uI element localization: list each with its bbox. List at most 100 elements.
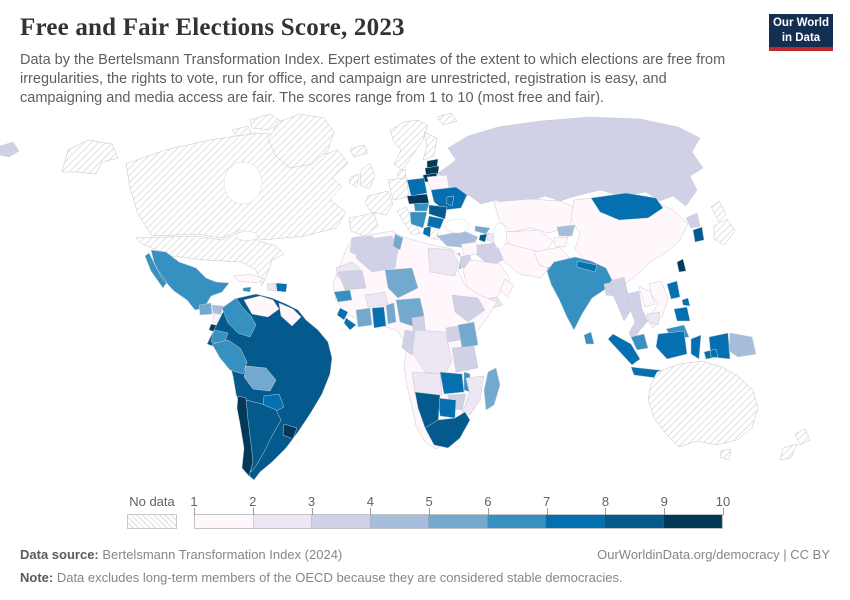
country-greenland[interactable] xyxy=(267,113,335,169)
legend-segment-6-7[interactable] xyxy=(487,515,547,528)
country-dominican-republic[interactable] xyxy=(275,282,288,293)
country-tajikistan[interactable] xyxy=(553,236,569,248)
country-italy[interactable] xyxy=(396,206,421,236)
country-laos[interactable] xyxy=(638,286,656,308)
country-hungary[interactable] xyxy=(413,202,430,212)
country-north-korea[interactable] xyxy=(685,212,701,229)
country-botswana[interactable] xyxy=(437,397,457,419)
country-algeria[interactable] xyxy=(355,235,399,273)
country-nepal[interactable] xyxy=(576,260,598,273)
country-georgia[interactable] xyxy=(474,225,491,235)
legend-segment-1-2[interactable] xyxy=(195,515,254,528)
country-ethiopia[interactable] xyxy=(451,294,486,323)
country-zambia[interactable] xyxy=(439,371,465,395)
country-china[interactable] xyxy=(570,194,689,286)
country-papua-new-guinea[interactable] xyxy=(728,332,757,358)
footer: Data source: Bertelsmann Transformation … xyxy=(20,547,830,585)
country-scandinavia[interactable] xyxy=(389,119,429,171)
country-russia-west-fragment[interactable] xyxy=(0,141,20,158)
country-armenia[interactable] xyxy=(478,233,488,243)
country-albania[interactable] xyxy=(422,225,432,238)
country-south-africa[interactable] xyxy=(424,411,471,449)
country-uganda[interactable] xyxy=(445,325,461,343)
country-cuba[interactable] xyxy=(232,273,265,284)
legend-segment-5-6[interactable] xyxy=(429,515,488,528)
country-svalbard[interactable] xyxy=(436,112,458,126)
country-australia[interactable] xyxy=(647,360,759,448)
legend-segment-2-3[interactable] xyxy=(253,515,313,528)
country-japan[interactable] xyxy=(710,200,736,246)
country-russia[interactable] xyxy=(436,116,704,207)
country-bulgaria[interactable] xyxy=(426,215,445,230)
country-west-balkans[interactable] xyxy=(409,211,428,229)
country-burkina-faso[interactable] xyxy=(364,291,389,308)
country-mauritania[interactable] xyxy=(337,269,367,291)
country-tasmania[interactable] xyxy=(719,448,732,461)
legend-no-data-swatch[interactable] xyxy=(127,514,177,529)
country-latvia[interactable] xyxy=(424,165,440,176)
country-belarus[interactable] xyxy=(426,174,450,191)
country-haiti[interactable] xyxy=(266,282,277,292)
country-colombia[interactable] xyxy=(221,297,257,338)
country-taiwan[interactable] xyxy=(676,258,687,273)
country-tunisia[interactable] xyxy=(392,233,404,251)
country-uruguay[interactable] xyxy=(282,423,298,440)
country-poland[interactable] xyxy=(406,177,428,197)
country-mozambique[interactable] xyxy=(461,375,485,416)
country-moldova[interactable] xyxy=(445,195,455,207)
legend-segment-7-8[interactable] xyxy=(546,515,605,528)
legend-segment-9-10[interactable] xyxy=(663,515,723,528)
country-czechia-slovakia[interactable] xyxy=(406,193,430,205)
country-united-kingdom[interactable] xyxy=(359,162,376,190)
country-syria[interactable] xyxy=(460,241,479,257)
country-mongolia[interactable] xyxy=(590,192,664,221)
note-text: Data excludes long-term members of the O… xyxy=(53,570,623,585)
country-cambodia[interactable] xyxy=(646,311,661,326)
country-alaska[interactable] xyxy=(61,139,119,175)
country-sri-lanka[interactable] xyxy=(583,331,595,345)
country-mexico[interactable] xyxy=(144,249,230,311)
country-ghana[interactable] xyxy=(371,306,387,329)
country-philippines[interactable] xyxy=(666,280,691,322)
country-romania[interactable] xyxy=(428,204,448,220)
legend-segment-4-5[interactable] xyxy=(370,515,430,528)
country-niger[interactable] xyxy=(384,267,419,299)
country-sierra-leone[interactable] xyxy=(336,307,349,321)
country-guianas[interactable] xyxy=(278,302,302,327)
legend-segment-3-4[interactable] xyxy=(312,515,371,528)
country-senegal[interactable] xyxy=(333,289,353,303)
country-honduras[interactable] xyxy=(211,304,224,315)
country-ireland[interactable] xyxy=(348,173,360,188)
country-denmark[interactable] xyxy=(397,168,407,180)
country-chile[interactable] xyxy=(236,395,254,477)
legend-segment-8-9[interactable] xyxy=(604,515,664,528)
country-new-zealand[interactable] xyxy=(779,428,811,461)
country-congo-gabon[interactable] xyxy=(401,329,416,356)
country-france[interactable] xyxy=(364,190,394,216)
country-iceland[interactable] xyxy=(349,144,369,158)
country-madagascar[interactable] xyxy=(483,367,501,411)
country-tanzania[interactable] xyxy=(451,345,479,373)
country-peru[interactable] xyxy=(211,339,248,375)
country-myanmar[interactable] xyxy=(610,276,633,322)
country-india[interactable] xyxy=(546,256,613,331)
country-iberia[interactable] xyxy=(348,212,379,237)
country-egypt[interactable] xyxy=(427,247,459,277)
owid-logo[interactable]: Our World in Data xyxy=(769,14,833,51)
country-ivory-coast[interactable] xyxy=(355,307,373,328)
owid-link[interactable]: OurWorldinData.org/democracy | CC BY xyxy=(597,547,830,562)
country-bolivia[interactable] xyxy=(243,365,277,392)
country-liberia[interactable] xyxy=(343,317,357,331)
country-south-korea[interactable] xyxy=(692,226,705,243)
country-iraq[interactable] xyxy=(476,242,504,267)
country-togo-benin[interactable] xyxy=(385,302,397,325)
country-guatemala[interactable] xyxy=(198,302,213,316)
country-oman[interactable] xyxy=(499,278,515,298)
country-finland[interactable] xyxy=(422,131,438,161)
country-kenya[interactable] xyxy=(457,321,479,349)
country-angola[interactable] xyxy=(411,371,443,396)
country-central-europe[interactable] xyxy=(387,177,410,201)
country-jamaica[interactable] xyxy=(242,286,252,293)
country-kyrgyzstan[interactable] xyxy=(556,224,576,237)
country-venezuela[interactable] xyxy=(243,295,280,318)
